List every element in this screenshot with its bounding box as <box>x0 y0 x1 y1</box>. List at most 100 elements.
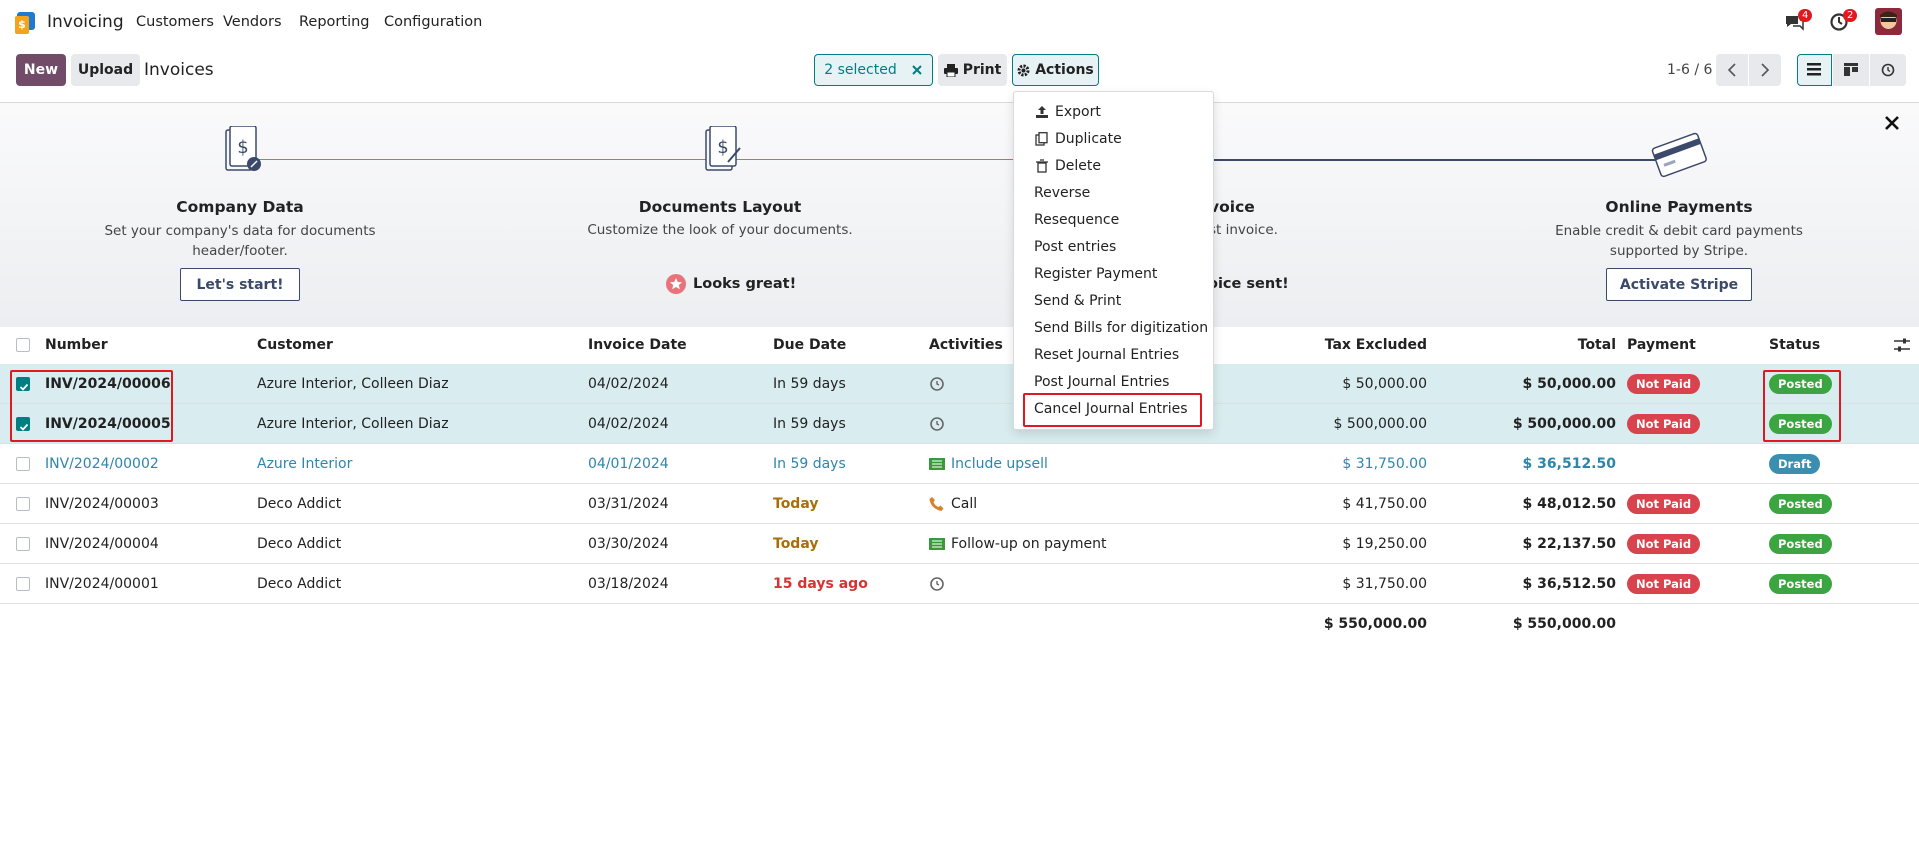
selected-count[interactable]: 2 selected <box>814 54 933 86</box>
step-icon-part: $ <box>237 137 248 158</box>
total-amount: $ 550,000.00 <box>1512 616 1616 632</box>
column-header[interactable]: Invoice Date <box>588 337 687 353</box>
gear-icon-part <box>1017 64 1030 76</box>
menu-item-icon-part <box>1036 159 1048 173</box>
step-button[interactable]: Activate Stripe <box>1606 268 1752 301</box>
activities-icon-part <box>1830 13 1848 31</box>
column-header[interactable]: Number <box>45 337 108 353</box>
unselect-x-part <box>912 65 922 75</box>
row-checkbox[interactable] <box>16 377 30 391</box>
activity-icon[interactable] <box>929 376 945 392</box>
highlight-status <box>1763 370 1841 442</box>
table-row[interactable]: INV/2024/00002 Azure Interior 04/01/2024 In… <box>0 444 1919 484</box>
app-logo-part: $ <box>18 18 26 31</box>
step-description: Enable credit & debit card payments supp… <box>1555 223 1803 259</box>
menu-item[interactable]: Resequence <box>1034 212 1120 228</box>
activity-icon[interactable] <box>929 456 945 472</box>
upload-button[interactable]: Upload <box>71 54 140 86</box>
due-date: In 59 days <box>773 376 846 392</box>
optional-columns-icon-part <box>1898 346 1901 352</box>
table-row[interactable]: INV/2024/00004 Deco Addict 03/30/2024 Today… <box>0 524 1919 564</box>
menu-item[interactable]: Duplicate <box>1055 131 1122 147</box>
pager-prev[interactable] <box>1716 54 1748 86</box>
table-row[interactable]: INV/2024/00006 Azure Interior, Colleen Di… <box>0 364 1919 404</box>
actions-button[interactable]: Actions <box>1012 54 1099 86</box>
new-button[interactable]: New <box>16 54 66 86</box>
total: $ 22,137.50 <box>1522 536 1616 552</box>
activity-icon[interactable] <box>929 536 945 552</box>
activity-view-icon-part <box>1881 63 1895 77</box>
tax-excluded: $ 31,750.00 <box>1342 576 1427 592</box>
activity-icon[interactable] <box>929 496 945 512</box>
customer: Deco Addict <box>257 536 342 552</box>
kanban-view-icon <box>1844 63 1858 76</box>
row-checkbox[interactable] <box>16 537 30 551</box>
next-arrow-part <box>1761 63 1770 77</box>
activity-icon-part <box>930 577 944 591</box>
kanban-view-icon-part <box>1844 63 1858 76</box>
column-header[interactable]: Total <box>1577 337 1616 353</box>
menu-item[interactable]: Reset Journal Entries <box>1034 347 1180 363</box>
step-button[interactable]: Let's start! <box>180 268 300 301</box>
nav-menu-item[interactable]: Configuration <box>384 14 483 30</box>
column-header[interactable]: Activities <box>929 337 1003 353</box>
activity-icon-part <box>936 421 940 426</box>
step-icon-part <box>229 125 257 167</box>
menu-item[interactable]: Delete <box>1055 158 1101 174</box>
activity-icon-part <box>929 497 944 511</box>
column-header[interactable]: Status <box>1769 337 1821 353</box>
app-logo-part <box>15 16 29 34</box>
customer: Azure Interior, Colleen Diaz <box>257 376 449 392</box>
column-header[interactable]: Payment <box>1627 337 1696 353</box>
optional-columns-icon-part <box>1894 340 1910 350</box>
activity-icon[interactable] <box>929 416 945 432</box>
list-view-button[interactable] <box>1797 54 1832 86</box>
user-avatar-part <box>1881 18 1896 22</box>
total: $ 50,000.00 <box>1522 376 1616 392</box>
nav-menu-item[interactable]: Reporting <box>299 14 370 30</box>
table-row[interactable]: INV/2024/00005 Azure Interior, Colleen Di… <box>0 404 1919 444</box>
menu-item[interactable]: Export <box>1055 104 1101 120</box>
menu-item[interactable]: Send & Print <box>1034 293 1122 309</box>
menu-item[interactable]: Cancel Journal Entries <box>1034 401 1188 417</box>
select-all-checkbox[interactable] <box>16 338 30 352</box>
menu-item[interactable]: Send Bills for digitization <box>1034 320 1209 336</box>
optional-columns-icon-part <box>1894 338 1910 352</box>
tax-excluded: $ 31,750.00 <box>1342 456 1427 472</box>
menu-item[interactable]: Post Journal Entries <box>1034 374 1170 390</box>
kanban-view-button[interactable] <box>1833 54 1869 86</box>
menu-item[interactable]: Register Payment <box>1034 266 1158 282</box>
menu-item[interactable]: Reverse <box>1034 185 1091 201</box>
print-button[interactable]: Print <box>938 54 1007 86</box>
column-header[interactable]: Tax Excluded <box>1324 337 1427 353</box>
nav-menu-item[interactable]: Vendors <box>223 14 282 30</box>
checkmark <box>19 420 29 431</box>
close-onboarding[interactable] <box>1884 115 1900 131</box>
invoice-date: 03/18/2024 <box>588 576 669 592</box>
checkmark-part <box>19 423 29 431</box>
app-name[interactable]: Invoicing <box>47 12 124 32</box>
user-avatar[interactable] <box>1875 8 1902 35</box>
column-header[interactable]: Customer <box>257 337 333 353</box>
activity-icon-part <box>930 377 944 391</box>
done-icon-part <box>666 274 686 294</box>
step-description: Customize the look of your documents. <box>587 222 853 238</box>
row-checkbox[interactable] <box>16 577 30 591</box>
row-checkbox[interactable] <box>16 417 30 431</box>
table-row[interactable]: INV/2024/00003 Deco Addict 03/31/2024 Today… <box>0 484 1919 524</box>
row-checkbox[interactable] <box>16 457 30 471</box>
total: $ 500,000.00 <box>1512 416 1616 432</box>
activities-icon-part <box>1838 17 1843 25</box>
table-row[interactable]: INV/2024/00001 Deco Addict 03/18/2024 15 da… <box>0 564 1919 604</box>
pager-next[interactable] <box>1749 54 1781 86</box>
activity-icon[interactable] <box>929 576 945 592</box>
unselect-x[interactable] <box>911 64 923 76</box>
kanban-view-icon-part <box>1852 67 1858 72</box>
due-date: In 59 days <box>773 456 846 472</box>
menu-item[interactable]: Post entries <box>1034 239 1117 255</box>
row-checkbox[interactable] <box>16 497 30 511</box>
column-header[interactable]: Due Date <box>773 337 847 353</box>
nav-menu-item[interactable]: Customers <box>136 14 214 30</box>
optional-columns-icon[interactable] <box>1894 337 1910 353</box>
activities-icon[interactable] <box>1829 12 1849 32</box>
